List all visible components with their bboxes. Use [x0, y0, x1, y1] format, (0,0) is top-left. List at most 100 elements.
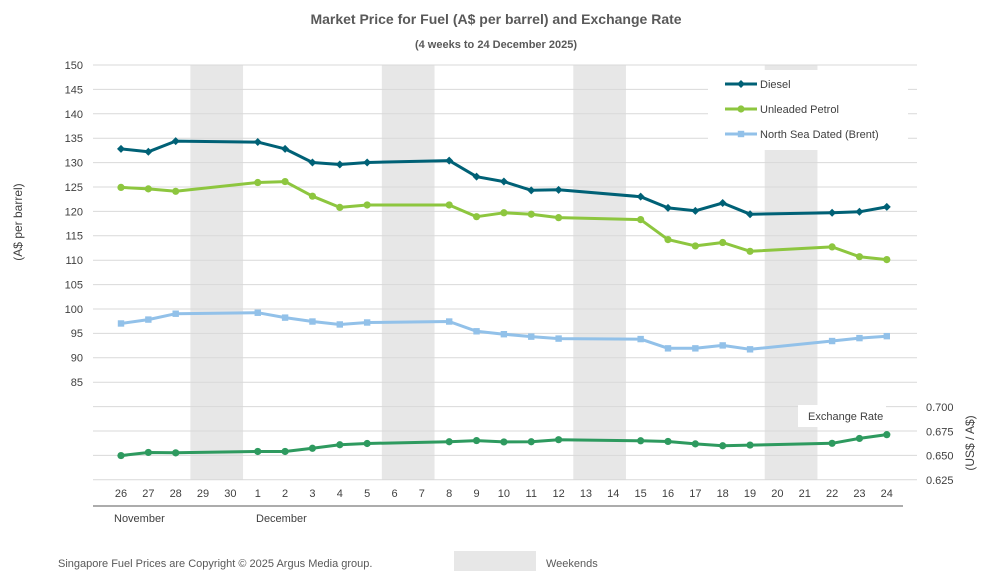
legend-marker	[737, 80, 745, 88]
y-tick-label: 135	[65, 133, 83, 145]
month-label-november: November	[114, 513, 165, 525]
legend-marker	[737, 130, 745, 138]
data-point	[636, 192, 645, 201]
x-tick-label: 13	[580, 488, 592, 500]
data-point	[281, 177, 289, 186]
data-point	[309, 318, 316, 325]
data-point	[555, 335, 562, 342]
data-point	[335, 160, 344, 169]
y-tick-label: 115	[65, 231, 83, 243]
data-point	[664, 345, 672, 352]
data-point	[856, 334, 863, 342]
data-point	[500, 209, 508, 217]
x-tick-label: 24	[881, 488, 893, 500]
x-tick-label: 22	[826, 488, 838, 500]
weekend-band	[573, 65, 626, 480]
data-point	[746, 346, 754, 353]
tick-labels: 8590951001051101151201251301351401451500…	[65, 60, 954, 500]
x-tick-label: 8	[446, 488, 452, 500]
data-point	[472, 213, 481, 221]
x-tick-label: 9	[473, 488, 479, 500]
x-tick-label: 30	[224, 488, 236, 500]
x-tick-label: 11	[526, 488, 537, 500]
data-point	[445, 201, 453, 209]
data-point	[719, 342, 726, 349]
data-point	[145, 316, 152, 323]
data-point	[746, 441, 754, 449]
data-point	[746, 247, 754, 255]
data-point	[171, 137, 180, 146]
exchange-rate-label: Exchange Rate	[808, 411, 883, 423]
data-point	[554, 185, 563, 194]
data-point	[363, 158, 372, 167]
x-tick-label: 4	[337, 488, 343, 500]
data-point	[308, 192, 317, 200]
y-tick-label: 125	[65, 182, 83, 194]
data-point	[637, 437, 645, 445]
data-point	[363, 319, 371, 326]
data-point	[144, 147, 153, 156]
legend-label: North Sea Dated (Brent)	[760, 129, 879, 141]
data-point	[336, 203, 344, 212]
data-point	[555, 214, 563, 222]
data-point	[746, 210, 755, 219]
data-point	[499, 177, 508, 186]
y-tick-label: 105	[65, 279, 83, 291]
data-point	[637, 215, 645, 224]
data-point	[883, 431, 891, 439]
data-point	[446, 318, 453, 325]
data-point	[828, 439, 836, 447]
data-point	[555, 436, 563, 444]
data-point	[144, 448, 152, 457]
data-point	[117, 183, 125, 192]
x-tick-label: 18	[717, 488, 729, 500]
data-point	[828, 337, 836, 345]
data-point	[117, 451, 125, 460]
data-point	[828, 243, 836, 251]
weekends-swatch	[454, 551, 536, 571]
y2-tick-label: 0.700	[926, 402, 954, 414]
data-point	[281, 144, 290, 153]
data-point	[883, 332, 890, 340]
y2-tick-label: 0.625	[926, 475, 954, 487]
y-tick-label: 145	[65, 84, 83, 96]
x-tick-label: 20	[771, 488, 783, 500]
data-point	[500, 438, 508, 446]
data-point	[527, 210, 535, 218]
x-tick-label: 10	[498, 488, 510, 500]
data-point	[500, 331, 508, 338]
data-point	[117, 144, 125, 153]
y-tick-label: 90	[71, 353, 83, 365]
chart-subtitle: (4 weeks to 24 December 2025)	[415, 39, 577, 51]
y-tick-label: 85	[71, 377, 83, 389]
data-point	[253, 138, 262, 147]
data-point	[664, 437, 672, 446]
data-point	[117, 320, 125, 327]
data-point	[691, 242, 699, 250]
data-point	[445, 438, 453, 446]
data-point	[692, 345, 699, 352]
y-tick-label: 130	[65, 158, 83, 170]
y-tick-label: 120	[65, 206, 83, 218]
y-tick-label: 140	[65, 109, 83, 121]
x-tick-label: 27	[142, 488, 154, 500]
data-point	[527, 438, 535, 446]
data-point	[254, 447, 262, 456]
x-tick-label: 12	[552, 488, 564, 500]
data-point	[172, 187, 180, 195]
data-point	[855, 434, 864, 443]
chart-title: Market Price for Fuel (A$ per barrel) an…	[310, 11, 681, 27]
data-point	[254, 178, 262, 187]
data-point	[472, 172, 481, 181]
x-tick-label: 19	[744, 488, 756, 500]
y-tick-label: 110	[65, 255, 83, 267]
y-tick-label: 100	[65, 304, 83, 316]
x-tick-label: 7	[419, 488, 425, 500]
x-tick-label: 3	[309, 488, 315, 500]
data-point	[528, 333, 535, 340]
data-point	[308, 158, 317, 167]
month-label-december: December	[256, 513, 307, 525]
data-point	[637, 335, 644, 343]
data-point	[336, 441, 344, 449]
y2-tick-label: 0.650	[926, 451, 954, 463]
